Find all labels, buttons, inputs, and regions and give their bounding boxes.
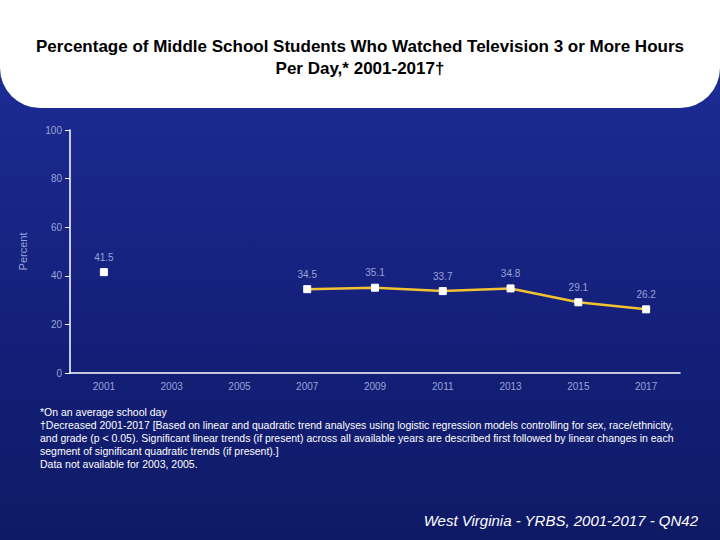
svg-text:26.2: 26.2 [636,289,656,300]
svg-text:2009: 2009 [364,381,387,392]
svg-text:2011: 2011 [432,381,454,392]
svg-text:80: 80 [51,173,63,184]
html-text:Data not available for 2003, 2: Data not available for 2003, 2005. [40,458,198,470]
svg-text:2017: 2017 [635,381,658,392]
svg-text:60: 60 [51,222,63,233]
svg-text:2005: 2005 [228,381,251,392]
svg-text:20: 20 [51,319,63,330]
svg-text:2015: 2015 [567,381,590,392]
svg-text:2001: 2001 [93,381,116,392]
svg-text:29.1: 29.1 [569,282,589,293]
svg-text:41.5: 41.5 [94,252,114,263]
svg-text:35.1: 35.1 [365,267,385,278]
svg-text:Percent: Percent [17,233,29,271]
svg-text:2013: 2013 [499,381,522,392]
html-text:West Virginia - YRBS, 2001-201: West Virginia - YRBS, 2001-2017 - QN42 [423,512,698,529]
svg-text:2007: 2007 [296,381,319,392]
html-text:Percentage of Middle School St: Percentage of Middle School Students Who… [36,37,684,78]
html-text:†Decreased 2001-2017 [Based on: †Decreased 2001-2017 [Based on linear an… [40,419,674,457]
svg-text:33.7: 33.7 [433,271,453,282]
svg-text:40: 40 [51,270,63,281]
svg-text:34.8: 34.8 [501,268,521,279]
svg-text:34.5: 34.5 [297,269,317,280]
svg-text:0: 0 [56,368,62,379]
svg-text:2003: 2003 [161,381,184,392]
svg-text:100: 100 [45,125,62,136]
html-text:*On an average school day: *On an average school day [40,406,167,418]
